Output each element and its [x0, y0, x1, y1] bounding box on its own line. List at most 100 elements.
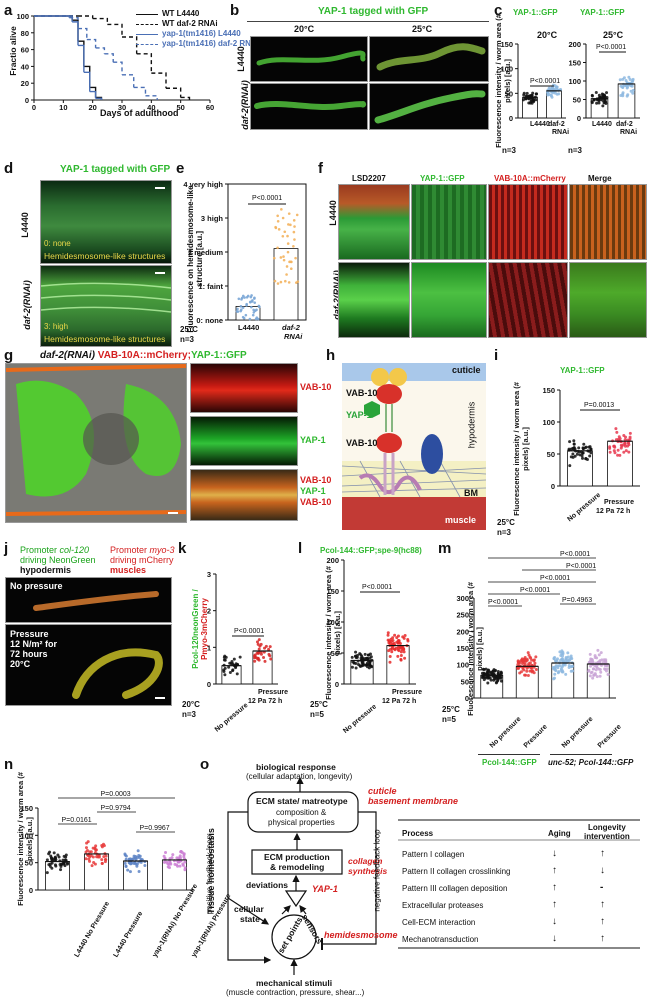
data-point: [262, 656, 266, 660]
data-point: [567, 447, 571, 451]
data-point: [274, 226, 278, 230]
panel-label-k: k: [178, 540, 187, 557]
data-point: [627, 75, 631, 79]
data-point: [494, 668, 498, 672]
data-point: [603, 100, 607, 104]
panel-c-sub2: 25°C: [603, 30, 624, 40]
micrograph-g-2: [190, 363, 298, 413]
data-point: [588, 674, 592, 678]
o-bio1: biological response: [256, 762, 336, 772]
y-tick-label: 150: [456, 644, 469, 653]
o-ecm1: ECM state/ matreotype: [256, 796, 348, 806]
data-point: [253, 659, 257, 663]
data-point: [175, 856, 179, 860]
micrograph-d-2: 3: high Hemidesmosome-like structures: [40, 265, 172, 347]
p-value: P=0.9967: [140, 825, 170, 832]
data-point: [524, 673, 528, 677]
table-process: Mechanotransduction: [402, 935, 479, 944]
data-point: [629, 89, 633, 93]
data-point: [100, 845, 104, 849]
data-point: [556, 671, 560, 675]
data-point: [522, 668, 526, 672]
data-point: [137, 870, 141, 874]
data-point: [359, 653, 363, 657]
scale-bar: [168, 512, 178, 514]
data-point: [553, 656, 557, 660]
data-point: [589, 664, 593, 668]
y-level-label: 2 medium: [188, 248, 223, 257]
data-point: [581, 447, 585, 451]
data-point: [626, 444, 630, 448]
panel-m-group-rule1: [478, 754, 540, 755]
data-point: [594, 91, 598, 95]
table-process: Cell-ECM interaction: [402, 918, 476, 927]
data-point: [622, 450, 626, 454]
data-point: [96, 855, 100, 859]
x-tick-label: 30: [118, 103, 126, 112]
data-point: [486, 668, 490, 672]
data-point: [89, 850, 93, 854]
y-level-label: 4 very high: [183, 180, 223, 189]
panel-h-cuticle: cuticle: [452, 365, 481, 375]
data-point: [391, 636, 395, 640]
x-tick-label: 40: [147, 103, 155, 112]
panel-g-title-a: daf-2(RNAi): [40, 350, 95, 361]
data-point: [618, 437, 622, 441]
data-point: [245, 295, 249, 299]
data-point: [628, 431, 632, 435]
data-point: [598, 667, 602, 671]
data-point: [227, 665, 231, 669]
data-point: [581, 456, 585, 460]
data-point: [231, 668, 235, 672]
panel-label-i: i: [494, 347, 499, 364]
data-point: [572, 442, 576, 446]
data-point: [64, 853, 68, 857]
data-point: [236, 307, 239, 311]
y-tick-label: 0: [551, 482, 555, 491]
data-point: [399, 650, 403, 654]
data-point: [171, 853, 175, 857]
data-point: [257, 647, 261, 651]
data-point: [396, 634, 400, 638]
y-tick-label: 100: [326, 618, 339, 627]
data-point: [590, 94, 594, 98]
o-cell2: state: [240, 914, 260, 924]
data-point: [592, 673, 596, 677]
o-table-h3a: Longevity: [588, 823, 626, 832]
data-point: [85, 849, 89, 853]
data-point: [390, 650, 394, 654]
data-point: [631, 91, 635, 95]
panel-c-sub1: 20°C: [537, 30, 558, 40]
x-label: RNAi: [284, 332, 303, 341]
data-point: [519, 659, 523, 663]
x-label: daf-2: [282, 323, 301, 332]
scale-bar: [155, 187, 165, 189]
data-point: [100, 858, 104, 862]
data-point: [279, 256, 283, 259]
data-point: [124, 857, 128, 861]
data-point: [618, 78, 622, 82]
x-label: Pressure: [392, 689, 422, 696]
data-point: [524, 97, 528, 101]
data-point: [499, 670, 503, 674]
data-point: [103, 860, 107, 864]
panel-c-title2: YAP-1::GFP: [580, 8, 625, 17]
data-point: [564, 655, 568, 659]
y-tick-label: 100: [500, 65, 513, 74]
data-point: [135, 862, 139, 866]
data-point: [554, 669, 558, 673]
y-tick-label: 100: [568, 77, 581, 86]
data-point: [222, 655, 226, 659]
table-process: Pattern I collagen: [402, 850, 465, 859]
panel-label-j: j: [4, 540, 9, 557]
data-point: [252, 308, 255, 312]
micrograph-d-1: 0: none Hemidesmosome-like structures: [40, 180, 172, 264]
data-point: [53, 863, 57, 867]
panel-label-l: l: [298, 540, 303, 557]
data-point: [236, 310, 240, 313]
data-point: [624, 449, 628, 453]
data-point: [222, 670, 226, 674]
